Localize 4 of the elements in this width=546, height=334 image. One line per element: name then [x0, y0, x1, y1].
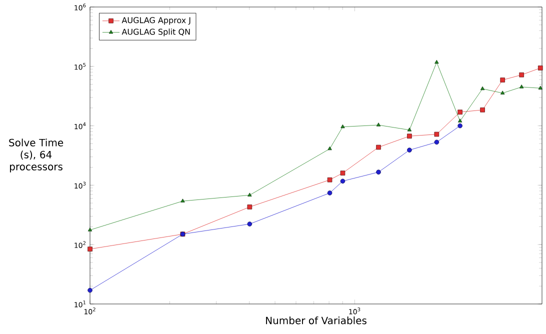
legend-label: AUGLAG Approx J	[122, 17, 190, 25]
y-axis-title: Solve Time (s), 64 processors	[9, 138, 64, 172]
x-axis-title: Number of Variables	[266, 316, 366, 324]
legend-label: AUGLAG Split QN	[122, 28, 190, 36]
